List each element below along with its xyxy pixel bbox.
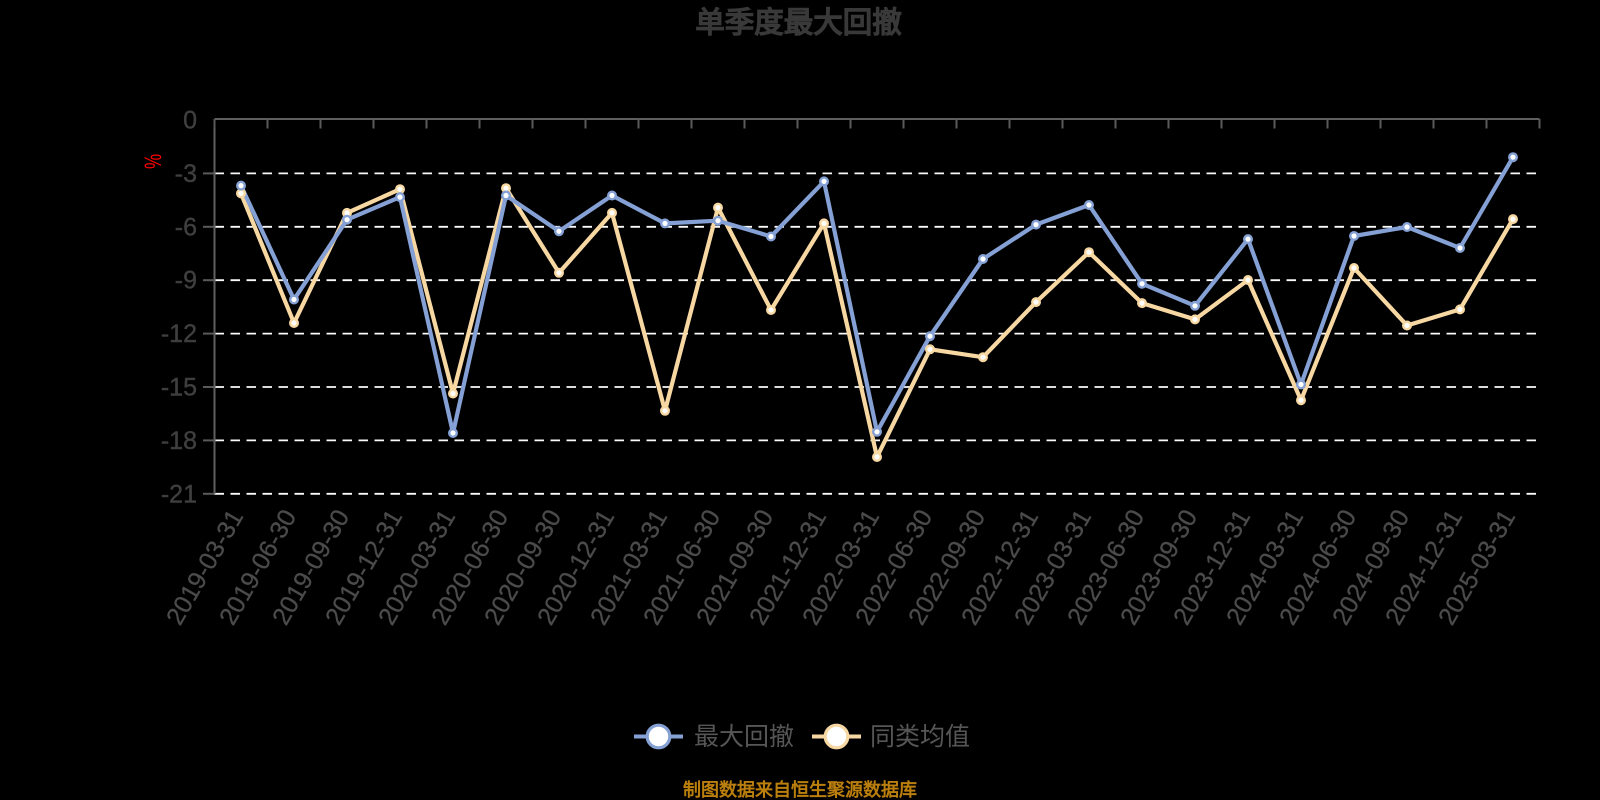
svg-text:制图数据来自恒生聚源数据库: 制图数据来自恒生聚源数据库 <box>683 779 917 800</box>
svg-text:-21: -21 <box>161 480 197 508</box>
svg-text:0: 0 <box>183 107 197 135</box>
svg-text:%: % <box>139 154 165 169</box>
svg-text:-9: -9 <box>175 267 197 295</box>
svg-text:-18: -18 <box>161 427 197 455</box>
svg-text:-6: -6 <box>175 213 197 241</box>
svg-text:-15: -15 <box>161 374 197 402</box>
svg-text:单季度最大回撤: 单季度最大回撤 <box>695 6 902 40</box>
svg-text:-12: -12 <box>161 320 197 348</box>
svg-text:最大回撤: 最大回撤 <box>694 723 794 751</box>
svg-text:同类均值: 同类均值 <box>870 723 970 751</box>
svg-text:-3: -3 <box>175 160 197 188</box>
